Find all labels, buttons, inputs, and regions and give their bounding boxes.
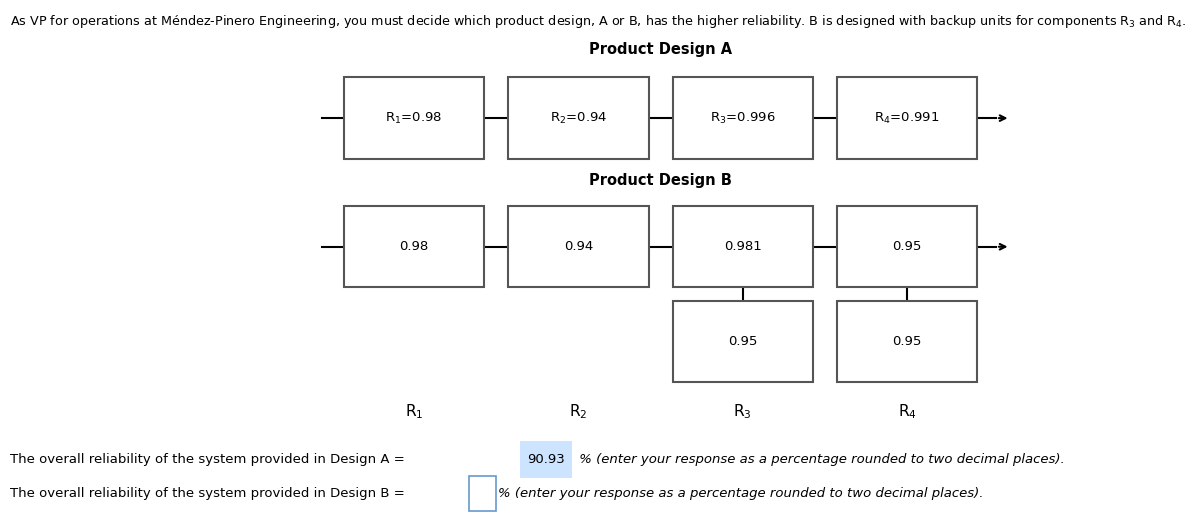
Text: R$_2$=0.94: R$_2$=0.94	[550, 111, 607, 125]
Text: R$_1$=0.98: R$_1$=0.98	[385, 111, 443, 125]
Text: R$_3$=0.996: R$_3$=0.996	[710, 111, 775, 125]
Bar	[838, 300, 977, 382]
Text: 0.94: 0.94	[564, 240, 593, 253]
Text: The overall reliability of the system provided in Design A =: The overall reliability of the system pr…	[10, 453, 408, 466]
Text: 90.93: 90.93	[527, 453, 565, 466]
Text: R$_4$=0.991: R$_4$=0.991	[875, 111, 940, 125]
Text: R$_1$: R$_1$	[404, 403, 424, 422]
Text: As VP for operations at Méndez-Pinero Engineering, you must decide which product: As VP for operations at Méndez-Pinero En…	[10, 13, 1186, 30]
Text: % (enter your response as a percentage rounded to two decimal places).: % (enter your response as a percentage r…	[498, 487, 984, 500]
Bar	[520, 441, 572, 478]
Text: Product Design A: Product Design A	[589, 42, 732, 57]
Text: 0.95: 0.95	[728, 335, 757, 348]
Bar	[673, 300, 814, 382]
Bar	[838, 77, 977, 159]
Bar	[343, 206, 484, 288]
Text: The overall reliability of the system provided in Design B =: The overall reliability of the system pr…	[10, 487, 408, 500]
Text: % (enter your response as a percentage rounded to two decimal places).: % (enter your response as a percentage r…	[575, 453, 1064, 466]
Bar	[838, 206, 977, 288]
Text: Product Design B: Product Design B	[589, 173, 732, 188]
Text: 0.981: 0.981	[724, 240, 762, 253]
Bar	[343, 77, 484, 159]
Bar	[509, 206, 648, 288]
Text: R$_3$: R$_3$	[733, 403, 752, 422]
Text: R$_4$: R$_4$	[898, 403, 917, 422]
Text: 0.98: 0.98	[400, 240, 428, 253]
Bar	[673, 77, 814, 159]
Bar	[469, 477, 496, 510]
Text: R$_2$: R$_2$	[569, 403, 588, 422]
Text: 0.95: 0.95	[893, 240, 922, 253]
Bar	[509, 77, 648, 159]
Bar	[673, 206, 814, 288]
Text: 0.95: 0.95	[893, 335, 922, 348]
